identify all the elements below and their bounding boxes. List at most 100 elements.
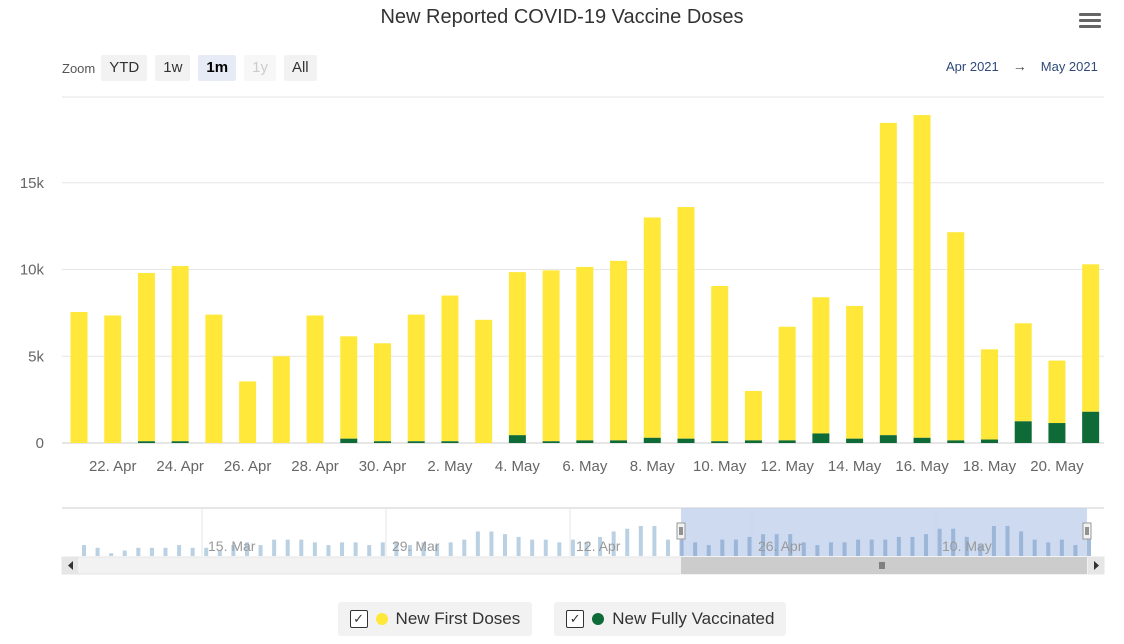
navigator-bar <box>706 545 711 556</box>
navigator-tick-label: 15. Mar <box>208 538 256 554</box>
navigator-handle[interactable] <box>1082 522 1092 540</box>
bar-first-doses[interactable] <box>947 232 965 441</box>
navigator-tick-label: 10. May <box>942 538 992 554</box>
navigator-bar <box>625 528 630 556</box>
bar-fully-vaccinated[interactable] <box>610 440 628 443</box>
bar-fully-vaccinated[interactable] <box>980 439 998 443</box>
bar-fully-vaccinated[interactable] <box>441 441 459 443</box>
x-tick-label: 4. May <box>495 458 541 475</box>
legend-item-fully-vaccinated[interactable]: ✓ New Fully Vaccinated <box>554 602 787 636</box>
bar-first-doses[interactable] <box>846 305 864 439</box>
zoom-all-button[interactable]: All <box>283 55 317 81</box>
zoom-ytd-button[interactable]: YTD <box>101 55 148 81</box>
bar-first-doses[interactable] <box>508 272 526 436</box>
bar-first-doses[interactable] <box>340 336 358 439</box>
navigator-bar <box>774 534 779 556</box>
bar-first-doses[interactable] <box>711 285 729 442</box>
bar-first-doses[interactable] <box>778 326 796 441</box>
bar-first-doses[interactable] <box>171 266 189 442</box>
bar-first-doses[interactable] <box>1048 360 1066 424</box>
navigator-bar <box>489 531 494 556</box>
navigator-bar <box>82 545 86 556</box>
navigator-bar <box>258 545 263 556</box>
checkbox-icon[interactable]: ✓ <box>566 610 585 628</box>
x-tick-label: 8. May <box>630 458 676 475</box>
bar-fully-vaccinated[interactable] <box>879 435 897 443</box>
navigator-bar <box>978 545 983 556</box>
bar-first-doses[interactable] <box>70 312 88 443</box>
checkbox-icon[interactable]: ✓ <box>349 610 368 628</box>
legend: ✓ New First Doses ✓ New Fully Vaccinated <box>0 602 1124 636</box>
range-from[interactable]: Apr 2021 <box>946 58 999 74</box>
bar-fully-vaccinated[interactable] <box>812 433 830 443</box>
bar-first-doses[interactable] <box>744 390 762 441</box>
navigator-bar <box>285 539 290 556</box>
bar-fully-vaccinated[interactable] <box>137 441 155 443</box>
bar-fully-vaccinated[interactable] <box>508 435 526 443</box>
navigator-bar <box>1019 531 1024 556</box>
x-tick-label: 16. May <box>895 458 949 475</box>
bar-first-doses[interactable] <box>407 314 425 442</box>
zoom-1w-button[interactable]: 1w <box>155 55 191 81</box>
bar-fully-vaccinated[interactable] <box>947 440 965 443</box>
bar-fully-vaccinated[interactable] <box>1082 411 1100 443</box>
navigator-handle[interactable] <box>676 522 686 540</box>
bar-fully-vaccinated[interactable] <box>1014 421 1032 443</box>
bar-first-doses[interactable] <box>1014 323 1032 422</box>
bar-fully-vaccinated[interactable] <box>778 440 796 443</box>
bar-fully-vaccinated[interactable] <box>1048 423 1066 443</box>
navigator-bar <box>964 536 969 556</box>
navigator-bar <box>1046 542 1051 556</box>
x-tick-label: 14. May <box>828 458 882 475</box>
y-tick-label: 10k <box>20 262 45 279</box>
zoom-1m-button[interactable]: 1m <box>198 55 237 81</box>
bar-first-doses[interactable] <box>980 349 998 440</box>
navigator-bar <box>475 531 480 556</box>
bar-first-doses[interactable] <box>610 260 628 441</box>
bar-fully-vaccinated[interactable] <box>542 441 560 443</box>
navigator-tick-label: 26. Apr <box>758 538 803 554</box>
bar-fully-vaccinated[interactable] <box>677 438 695 443</box>
bar-first-doses[interactable] <box>205 314 223 443</box>
bar-fully-vaccinated[interactable] <box>171 441 189 443</box>
bar-fully-vaccinated[interactable] <box>576 440 594 443</box>
navigator-bar <box>1005 526 1010 556</box>
bar-first-doses[interactable] <box>576 266 594 441</box>
navigator-bar <box>761 534 766 556</box>
bar-first-doses[interactable] <box>677 207 695 439</box>
bar-first-doses[interactable] <box>373 343 391 442</box>
bar-first-doses[interactable] <box>272 356 290 443</box>
bar-fully-vaccinated[interactable] <box>340 438 358 443</box>
bar-first-doses[interactable] <box>239 381 257 443</box>
export-menu-button[interactable] <box>1076 10 1104 34</box>
range-to[interactable]: May 2021 <box>1040 58 1098 74</box>
chart-title: New Reported COVID-19 Vaccine Doses <box>380 6 744 28</box>
bar-first-doses[interactable] <box>812 297 830 434</box>
navigator-bar <box>95 547 100 556</box>
arrow-right-icon <box>1094 561 1099 570</box>
bar-fully-vaccinated[interactable] <box>643 437 661 443</box>
navigator-bar <box>231 545 236 556</box>
bar-first-doses[interactable] <box>913 115 931 438</box>
navigator-bar <box>136 547 141 556</box>
navigator-bar <box>557 542 562 556</box>
bar-first-doses[interactable] <box>306 315 324 443</box>
bar-fully-vaccinated[interactable] <box>373 441 391 443</box>
bar-fully-vaccinated[interactable] <box>846 438 864 443</box>
hamburger-icon-bar <box>1079 19 1101 22</box>
bar-first-doses[interactable] <box>441 295 459 442</box>
bar-fully-vaccinated[interactable] <box>407 441 425 443</box>
bar-first-doses[interactable] <box>643 217 661 438</box>
bar-fully-vaccinated[interactable] <box>744 440 762 443</box>
arrow-left-icon <box>68 561 73 570</box>
bar-first-doses[interactable] <box>1082 264 1100 412</box>
bar-first-doses[interactable] <box>475 319 493 443</box>
bar-first-doses[interactable] <box>137 272 155 442</box>
bar-fully-vaccinated[interactable] <box>711 441 729 443</box>
bar-first-doses[interactable] <box>542 270 560 442</box>
bar-fully-vaccinated[interactable] <box>913 437 931 443</box>
legend-item-first-doses[interactable]: ✓ New First Doses <box>337 602 533 636</box>
bar-first-doses[interactable] <box>879 122 897 436</box>
navigator-bar <box>530 539 535 556</box>
bar-first-doses[interactable] <box>104 315 122 443</box>
